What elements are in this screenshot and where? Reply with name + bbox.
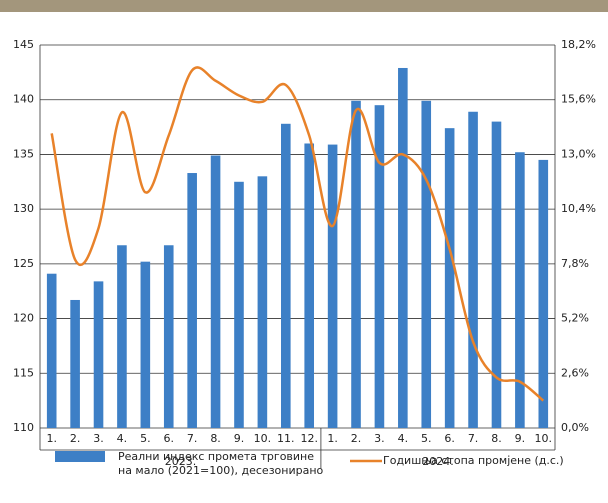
legend-label: Годишња стопа промјене (д.с.) <box>383 454 564 467</box>
x-tick-label: 3. <box>374 432 385 445</box>
y-tick-label: 130 <box>13 202 34 215</box>
x-tick-label: 6. <box>164 432 175 445</box>
y2-tick-label: 13,0% <box>561 147 596 160</box>
bar <box>538 159 549 428</box>
y2-tick-label: 18,2% <box>561 38 596 51</box>
x-tick-label: 7. <box>468 432 479 445</box>
bar <box>351 100 361 429</box>
x-tick-label: 12. <box>300 432 318 445</box>
bar <box>374 105 385 428</box>
bar <box>117 245 127 428</box>
x-tick-label: 5. <box>140 432 151 445</box>
bar <box>327 144 338 428</box>
bar <box>93 281 104 428</box>
bar <box>257 176 268 428</box>
y-tick-label: 125 <box>13 257 34 270</box>
x-tick-label: 4. <box>398 432 409 445</box>
x-tick-label: 8. <box>210 432 221 445</box>
x-tick-label: 1. <box>46 432 57 445</box>
x-tick-label: 1. <box>327 432 338 445</box>
x-tick-label: 2. <box>351 432 362 445</box>
group-label: 2024. <box>422 455 454 468</box>
x-tick-label: 2. <box>70 432 81 445</box>
y-tick-label: 120 <box>13 312 34 325</box>
bar <box>468 111 478 428</box>
y2-tick-label: 2,6% <box>561 366 589 379</box>
bar <box>163 245 174 428</box>
y2-tick-label: 10,4% <box>561 202 596 215</box>
bar <box>140 261 151 428</box>
bar <box>234 181 244 428</box>
x-tick-label: 8. <box>491 432 502 445</box>
x-tick-label: 10. <box>254 432 272 445</box>
y2-tick-label: 0,0% <box>561 421 589 434</box>
group-label: 2023. <box>165 455 197 468</box>
y-tick-label: 140 <box>13 93 34 106</box>
y-tick-label: 145 <box>13 38 34 51</box>
x-tick-label: 5. <box>421 432 432 445</box>
legend-swatch <box>55 451 105 462</box>
x-tick-label: 3. <box>93 432 104 445</box>
y2-tick-label: 15,6% <box>561 93 596 106</box>
x-tick-label: 7. <box>187 432 198 445</box>
y2-tick-label: 5,2% <box>561 312 589 325</box>
bar <box>210 155 221 428</box>
x-tick-label: 11. <box>277 432 295 445</box>
x-tick-label: 4. <box>117 432 128 445</box>
y-tick-label: 135 <box>13 147 34 160</box>
bar <box>491 121 502 428</box>
line <box>50 66 545 402</box>
bar <box>421 100 432 429</box>
header-band <box>0 0 608 12</box>
bar <box>280 123 291 428</box>
x-tick-label: 6. <box>444 432 455 445</box>
y2-tick-label: 7,8% <box>561 257 589 270</box>
y-tick-label: 115 <box>13 366 34 379</box>
x-tick-label: 9. <box>234 432 245 445</box>
bar <box>515 152 525 429</box>
bar <box>304 143 315 428</box>
bar <box>444 128 455 428</box>
bar <box>187 173 197 428</box>
bar <box>46 273 57 428</box>
bar <box>70 299 80 428</box>
y-tick-label: 110 <box>13 421 34 434</box>
legend-label: Реални индекс промета трговине на мало (2… <box>118 450 324 477</box>
x-tick-label: 10. <box>535 432 553 445</box>
bar <box>398 67 408 428</box>
x-tick-label: 9. <box>515 432 526 445</box>
